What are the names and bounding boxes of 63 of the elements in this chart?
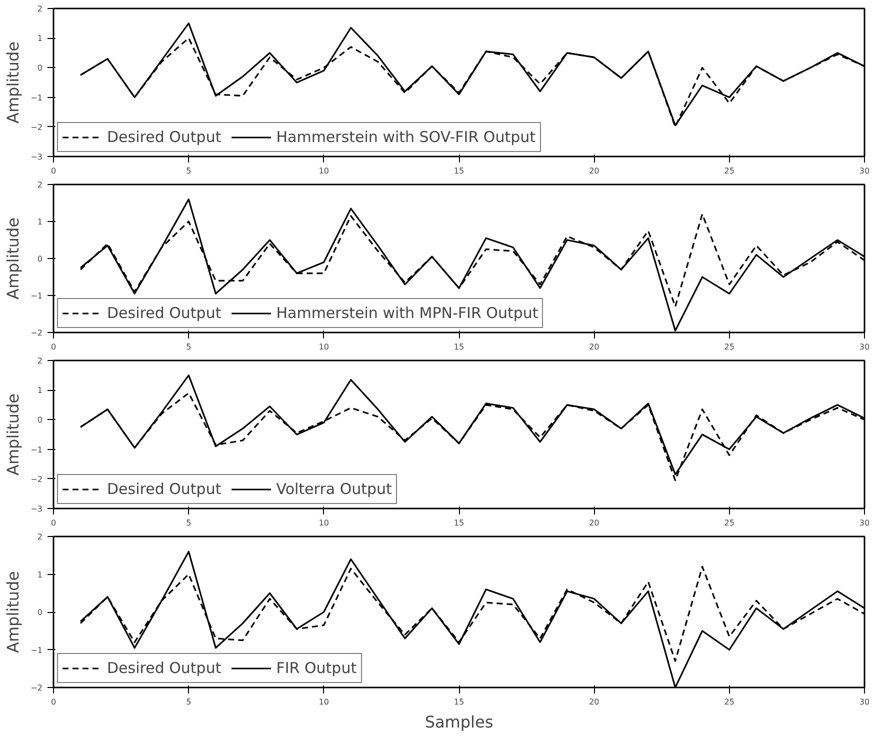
x-tick-label: 25 xyxy=(724,698,734,706)
x-tick-label: 20 xyxy=(589,698,600,706)
x-tick-label: 0 xyxy=(50,698,56,706)
x-tick-label: 30 xyxy=(859,166,870,176)
x-tick-label: 20 xyxy=(589,342,600,352)
legend-label: Desired Output xyxy=(107,128,222,146)
y-tick-label: −1 xyxy=(30,292,43,300)
x-tick-label: 5 xyxy=(186,166,192,176)
legend-label: Hammerstein with MPN-FIR Output xyxy=(276,304,538,322)
y-axis-title: Amplitude xyxy=(4,570,23,653)
x-tick-label: 30 xyxy=(859,698,870,706)
y-tick-label: −2 xyxy=(30,474,43,484)
x-tick-label: 15 xyxy=(454,342,464,352)
x-tick-label: 20 xyxy=(589,518,600,528)
x-tick-label: 15 xyxy=(454,166,464,176)
y-tick-label: 1 xyxy=(37,218,43,226)
y-axis-title: Amplitude xyxy=(4,217,23,300)
y-axis-title: Amplitude xyxy=(4,393,23,476)
y-tick-label: 0 xyxy=(37,254,43,264)
x-tick-label: 25 xyxy=(724,342,734,352)
x-tick-label: 5 xyxy=(186,342,192,352)
y-tick-label: −2 xyxy=(30,122,43,132)
y-tick-label: 0 xyxy=(37,608,43,617)
x-tick-label: 0 xyxy=(50,166,56,176)
x-tick-label: 5 xyxy=(186,518,192,528)
legend-label: Volterra Output xyxy=(276,480,392,498)
x-tick-label: 30 xyxy=(859,342,870,352)
legend-label: Desired Output xyxy=(107,659,222,677)
x-tick-label: 25 xyxy=(724,166,734,176)
y-tick-label: 2 xyxy=(37,356,43,366)
y-tick-label: 1 xyxy=(37,34,43,44)
y-tick-label: 1 xyxy=(37,570,43,580)
x-tick-label: 10 xyxy=(318,518,329,528)
legend-label: Desired Output xyxy=(107,304,222,322)
x-tick-label: 15 xyxy=(454,698,464,706)
x-tick-label: 0 xyxy=(50,518,56,528)
y-tick-label: 0 xyxy=(37,416,43,425)
y-tick-label: 0 xyxy=(37,64,43,73)
x-axis-title: Samples xyxy=(424,712,494,732)
y-axis-title: Amplitude xyxy=(4,41,23,124)
y-tick-label: 2 xyxy=(37,4,43,14)
legend-label: Desired Output xyxy=(107,480,222,498)
y-tick-label: −2 xyxy=(30,684,43,692)
y-tick-label: −1 xyxy=(30,93,43,102)
y-tick-label: −1 xyxy=(30,646,43,655)
y-tick-label: 1 xyxy=(37,386,43,396)
legend-label: FIR Output xyxy=(276,659,357,677)
x-tick-label: 0 xyxy=(50,342,56,352)
y-tick-label: −3 xyxy=(30,504,43,514)
y-tick-label: −1 xyxy=(30,445,43,454)
x-tick-label: 10 xyxy=(318,166,329,176)
y-tick-label: 2 xyxy=(37,532,43,542)
x-tick-label: 30 xyxy=(859,518,870,528)
x-tick-label: 25 xyxy=(724,518,734,528)
y-tick-label: −2 xyxy=(30,328,43,338)
x-tick-label: 5 xyxy=(186,698,192,706)
x-tick-label: 10 xyxy=(318,698,329,706)
y-tick-label: 2 xyxy=(37,180,43,190)
legend-label: Hammerstein with SOV-FIR Output xyxy=(276,128,536,146)
x-tick-label: 20 xyxy=(589,166,600,176)
y-tick-label: −3 xyxy=(30,152,43,162)
x-tick-label: 10 xyxy=(318,342,329,352)
x-tick-label: 15 xyxy=(454,518,464,528)
